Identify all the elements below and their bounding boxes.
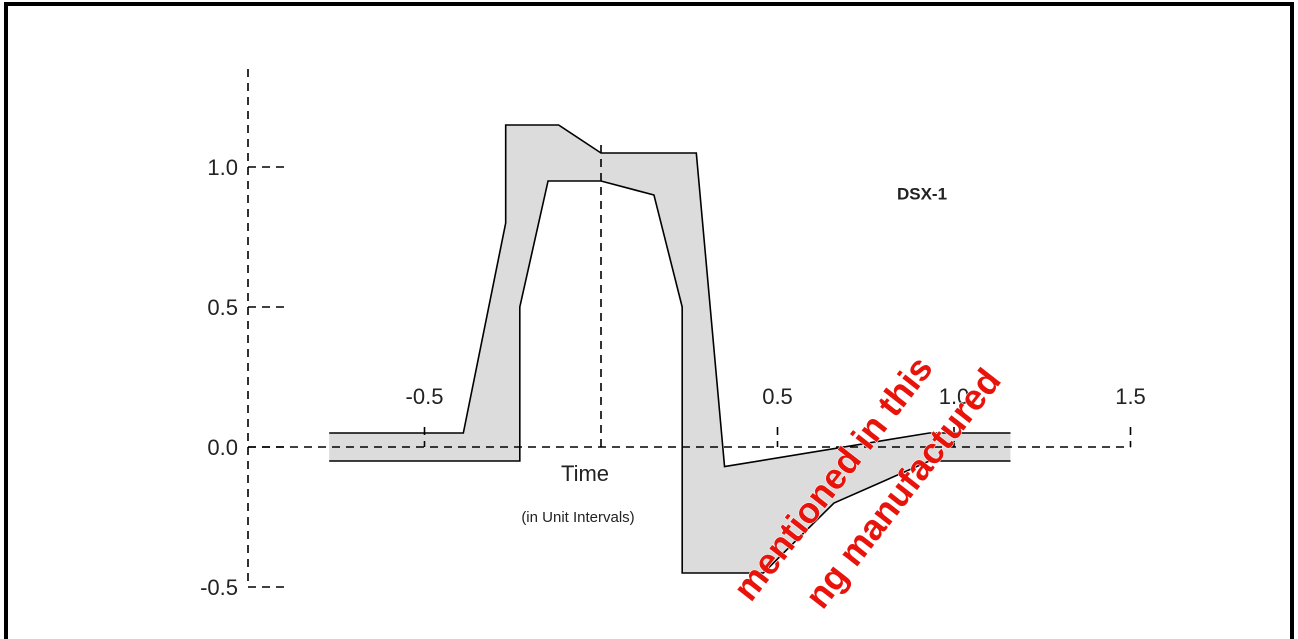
plot: 1.0 0.5 0.0 -0.5 -0.5 0.5 1.0 1.5 <box>200 69 1146 600</box>
y-tick-label: -0.5 <box>200 575 238 600</box>
x-tick-label: 1.5 <box>1115 384 1146 409</box>
y-tick-label: 1.0 <box>207 155 238 180</box>
chart-title: DSX-1 <box>897 184 947 203</box>
envelope-line <box>329 180 1011 574</box>
envelope-line <box>329 124 1011 468</box>
y-tick-label: 0.0 <box>207 435 238 460</box>
x-tick-label: 1.0 <box>939 384 970 409</box>
x-tick-label: 0.5 <box>762 384 793 409</box>
y-tick-label: 0.5 <box>207 295 238 320</box>
x-axis-sublabel: (in Unit Intervals) <box>521 509 634 526</box>
x-tick-label: -0.5 <box>406 384 444 409</box>
x-axis-label: Time <box>561 461 609 486</box>
frame <box>4 2 1294 639</box>
